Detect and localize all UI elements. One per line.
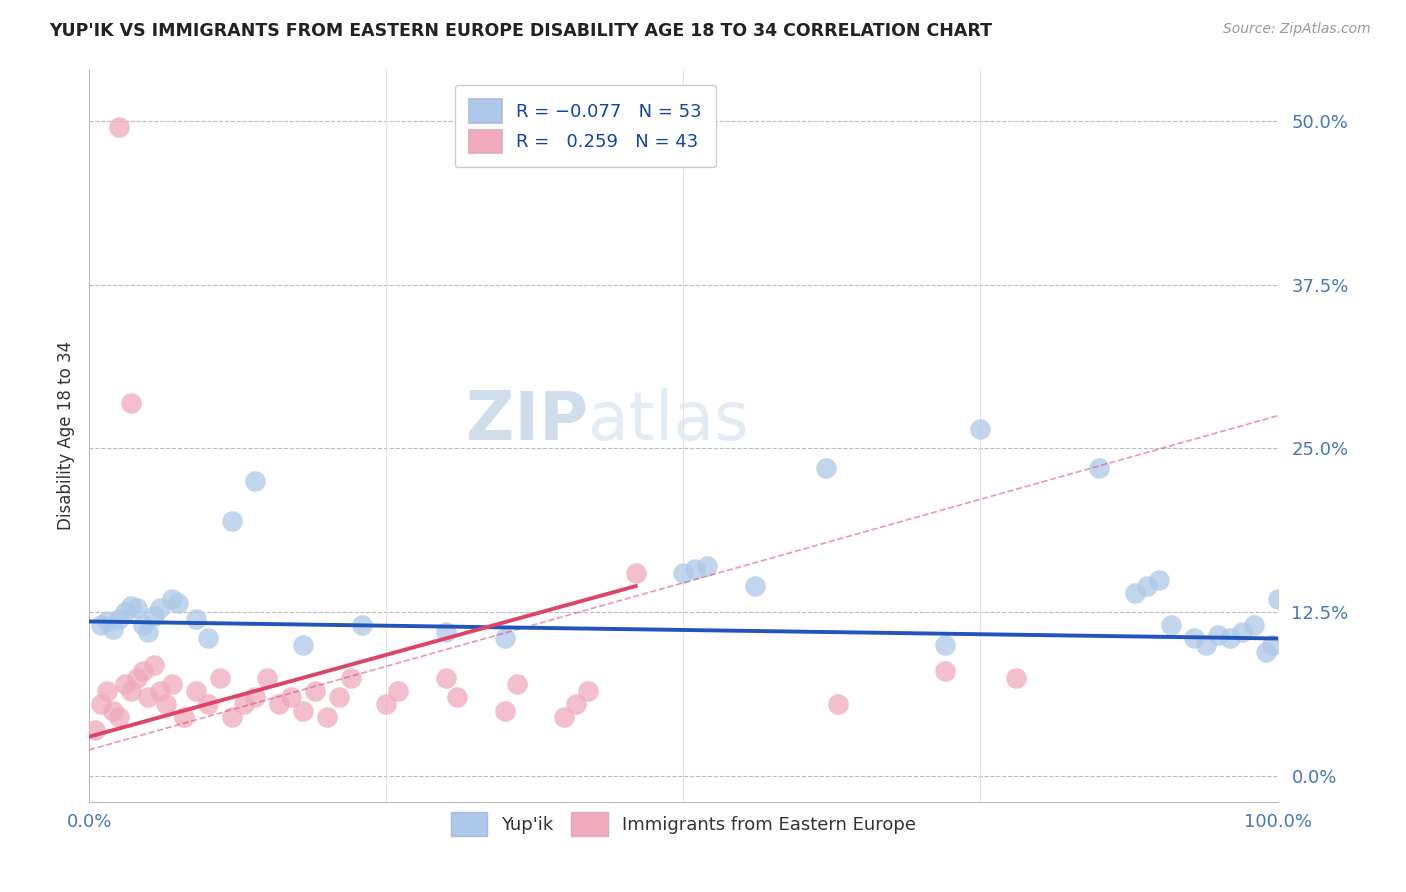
Point xyxy=(434,624,457,639)
Point xyxy=(446,690,468,705)
Point xyxy=(269,697,291,711)
Point xyxy=(553,710,575,724)
Point xyxy=(245,475,267,489)
Point xyxy=(1254,644,1277,658)
Point xyxy=(167,596,190,610)
Point xyxy=(107,120,129,135)
Point xyxy=(221,514,243,528)
Point xyxy=(683,562,706,576)
Point xyxy=(197,697,219,711)
Point xyxy=(434,671,457,685)
Point xyxy=(107,710,129,724)
Point xyxy=(131,665,153,679)
Point xyxy=(138,690,160,705)
Point xyxy=(155,697,177,711)
Point xyxy=(1147,573,1170,587)
Point xyxy=(125,601,148,615)
Point xyxy=(292,704,315,718)
Point xyxy=(1123,585,1146,599)
Point xyxy=(96,684,118,698)
Point xyxy=(1230,624,1253,639)
Point xyxy=(280,690,302,705)
Point xyxy=(827,697,849,711)
Point xyxy=(90,697,112,711)
Point xyxy=(292,638,315,652)
Point xyxy=(1206,627,1229,641)
Point xyxy=(328,690,350,705)
Point xyxy=(1219,632,1241,646)
Point xyxy=(125,671,148,685)
Point xyxy=(506,677,529,691)
Point xyxy=(162,592,184,607)
Text: Source: ZipAtlas.com: Source: ZipAtlas.com xyxy=(1223,22,1371,37)
Point xyxy=(934,665,956,679)
Point xyxy=(304,684,326,698)
Point xyxy=(1005,671,1028,685)
Point xyxy=(672,566,695,580)
Point xyxy=(934,638,956,652)
Point xyxy=(107,612,129,626)
Point xyxy=(96,615,118,629)
Point xyxy=(197,632,219,646)
Point xyxy=(173,710,195,724)
Point xyxy=(1195,638,1218,652)
Point xyxy=(352,618,374,632)
Point xyxy=(339,671,361,685)
Point xyxy=(256,671,278,685)
Point xyxy=(1243,618,1265,632)
Point xyxy=(162,677,184,691)
Point xyxy=(576,684,599,698)
Point xyxy=(114,677,136,691)
Point xyxy=(120,684,142,698)
Point xyxy=(114,605,136,619)
Point xyxy=(494,704,516,718)
Point xyxy=(245,690,267,705)
Point xyxy=(494,632,516,646)
Point xyxy=(1267,592,1289,607)
Point xyxy=(624,566,647,580)
Point xyxy=(315,710,337,724)
Point xyxy=(565,697,588,711)
Point xyxy=(696,559,718,574)
Text: atlas: atlas xyxy=(588,388,749,454)
Point xyxy=(149,601,172,615)
Point xyxy=(375,697,398,711)
Point xyxy=(1136,579,1159,593)
Point xyxy=(184,612,207,626)
Point xyxy=(131,618,153,632)
Point xyxy=(184,684,207,698)
Point xyxy=(387,684,409,698)
Point xyxy=(143,657,166,672)
Text: YUP'IK VS IMMIGRANTS FROM EASTERN EUROPE DISABILITY AGE 18 TO 34 CORRELATION CHA: YUP'IK VS IMMIGRANTS FROM EASTERN EUROPE… xyxy=(49,22,993,40)
Point xyxy=(232,697,254,711)
Text: ZIP: ZIP xyxy=(467,388,588,454)
Point xyxy=(101,623,124,637)
Point xyxy=(120,395,142,409)
Point xyxy=(1182,632,1205,646)
Point xyxy=(221,710,243,724)
Point xyxy=(744,579,766,593)
Point xyxy=(90,618,112,632)
Point xyxy=(101,704,124,718)
Point xyxy=(138,624,160,639)
Y-axis label: Disability Age 18 to 34: Disability Age 18 to 34 xyxy=(58,341,75,530)
Point xyxy=(814,461,837,475)
Point xyxy=(120,599,142,613)
Point xyxy=(84,723,107,738)
Point xyxy=(149,684,172,698)
Point xyxy=(208,671,231,685)
Point xyxy=(1088,461,1111,475)
Point xyxy=(1260,638,1282,652)
Point xyxy=(1160,618,1182,632)
Point xyxy=(969,422,991,436)
Legend: Yup'ik, Immigrants from Eastern Europe: Yup'ik, Immigrants from Eastern Europe xyxy=(441,804,925,845)
Point xyxy=(143,609,166,624)
